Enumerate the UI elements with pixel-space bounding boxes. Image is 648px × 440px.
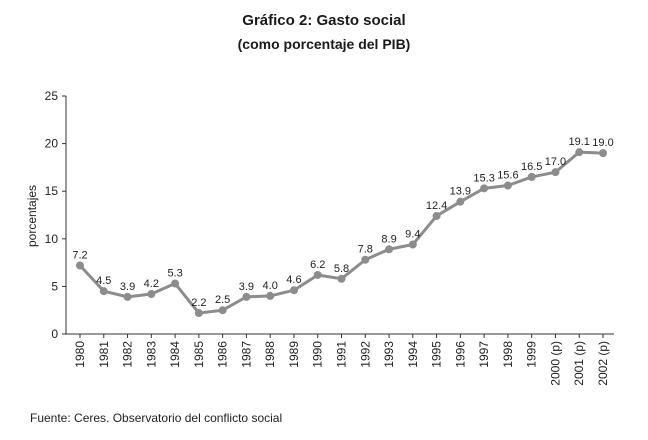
data-label: 4.2 [144, 278, 159, 290]
data-label: 13.9 [450, 186, 471, 198]
data-point [480, 184, 489, 193]
data-point [432, 211, 441, 220]
chart-title: Gráfico 2: Gasto social [242, 12, 406, 29]
x-tick-label: 1983 [144, 341, 158, 368]
y-tick-label: 0 [51, 327, 58, 341]
data-point [123, 292, 132, 301]
data-label: 12.4 [426, 200, 447, 212]
data-label: 4.6 [286, 274, 301, 286]
x-tick-label: 1987 [239, 341, 253, 368]
data-point [171, 279, 180, 288]
x-tick-label: 1980 [73, 341, 87, 368]
data-point [575, 148, 584, 157]
source-note: Fuente: Ceres. Observatorio del conflict… [30, 411, 283, 425]
x-tick-label: 1991 [335, 341, 349, 368]
x-tick-label: 1981 [97, 341, 111, 368]
data-label: 3.9 [239, 281, 254, 293]
x-tick-label: 2000 (p) [548, 341, 562, 386]
x-tick-label: 1997 [477, 341, 491, 368]
data-point [527, 172, 536, 181]
data-point [599, 149, 607, 158]
data-point [99, 287, 108, 296]
data-label: 7.8 [358, 244, 373, 256]
x-tick-label: 1999 [525, 341, 539, 368]
y-tick-label: 15 [45, 184, 59, 198]
data-point [289, 286, 298, 295]
data-point [242, 292, 251, 301]
data-label: 15.6 [497, 169, 518, 181]
x-tick-label: 1984 [168, 341, 182, 368]
data-point [194, 309, 203, 318]
data-label: 17.0 [545, 156, 566, 168]
y-tick-label: 25 [45, 89, 59, 103]
data-label: 7.2 [72, 249, 87, 261]
x-tick-label: 1982 [121, 341, 135, 368]
data-point [147, 290, 156, 299]
x-tick-label: 1989 [287, 341, 301, 368]
data-label: 2.2 [191, 297, 206, 309]
chart-subtitle: (como porcentaje del PIB) [237, 36, 411, 52]
data-label: 5.3 [167, 268, 182, 280]
data-label: 4.0 [263, 280, 278, 292]
data-label: 5.8 [334, 263, 349, 275]
data-label: 2.5 [215, 294, 230, 306]
x-tick-label: 1998 [501, 341, 515, 368]
data-point [503, 181, 512, 190]
data-point [551, 168, 560, 177]
data-point [76, 261, 84, 270]
data-point [361, 255, 370, 264]
x-tick-label: 1995 [430, 341, 444, 368]
y-tick-label: 5 [51, 279, 58, 293]
x-tick-label: 1996 [453, 341, 467, 368]
data-point [218, 306, 227, 315]
data-label: 4.5 [96, 275, 111, 287]
y-tick-label: 20 [45, 137, 59, 151]
data-label: 19.1 [569, 136, 590, 148]
y-tick-label: 10 [45, 232, 59, 246]
data-point [266, 291, 275, 300]
data-point [385, 245, 394, 254]
x-tick-label: 1992 [358, 341, 372, 368]
x-tick-label: 1993 [382, 341, 396, 368]
data-label: 8.9 [381, 233, 396, 245]
data-label: 3.9 [120, 281, 135, 293]
data-label: 9.4 [405, 229, 420, 241]
x-tick-label: 1985 [192, 341, 206, 368]
x-tick-label: 2002 (p) [596, 341, 610, 386]
x-tick-label: 1994 [406, 341, 420, 368]
data-point [313, 270, 322, 279]
x-tick-label: 1990 [311, 341, 325, 368]
data-point [456, 197, 465, 206]
x-tick-label: 2001 (p) [572, 341, 586, 386]
data-label: 15.3 [473, 172, 494, 184]
data-label: 19.0 [592, 137, 613, 149]
data-label: 16.5 [521, 161, 542, 173]
x-tick-label: 1988 [263, 341, 277, 368]
data-label: 6.2 [310, 259, 325, 271]
x-tick-label: 1986 [216, 341, 230, 368]
data-point [408, 240, 417, 249]
data-point [337, 274, 346, 283]
